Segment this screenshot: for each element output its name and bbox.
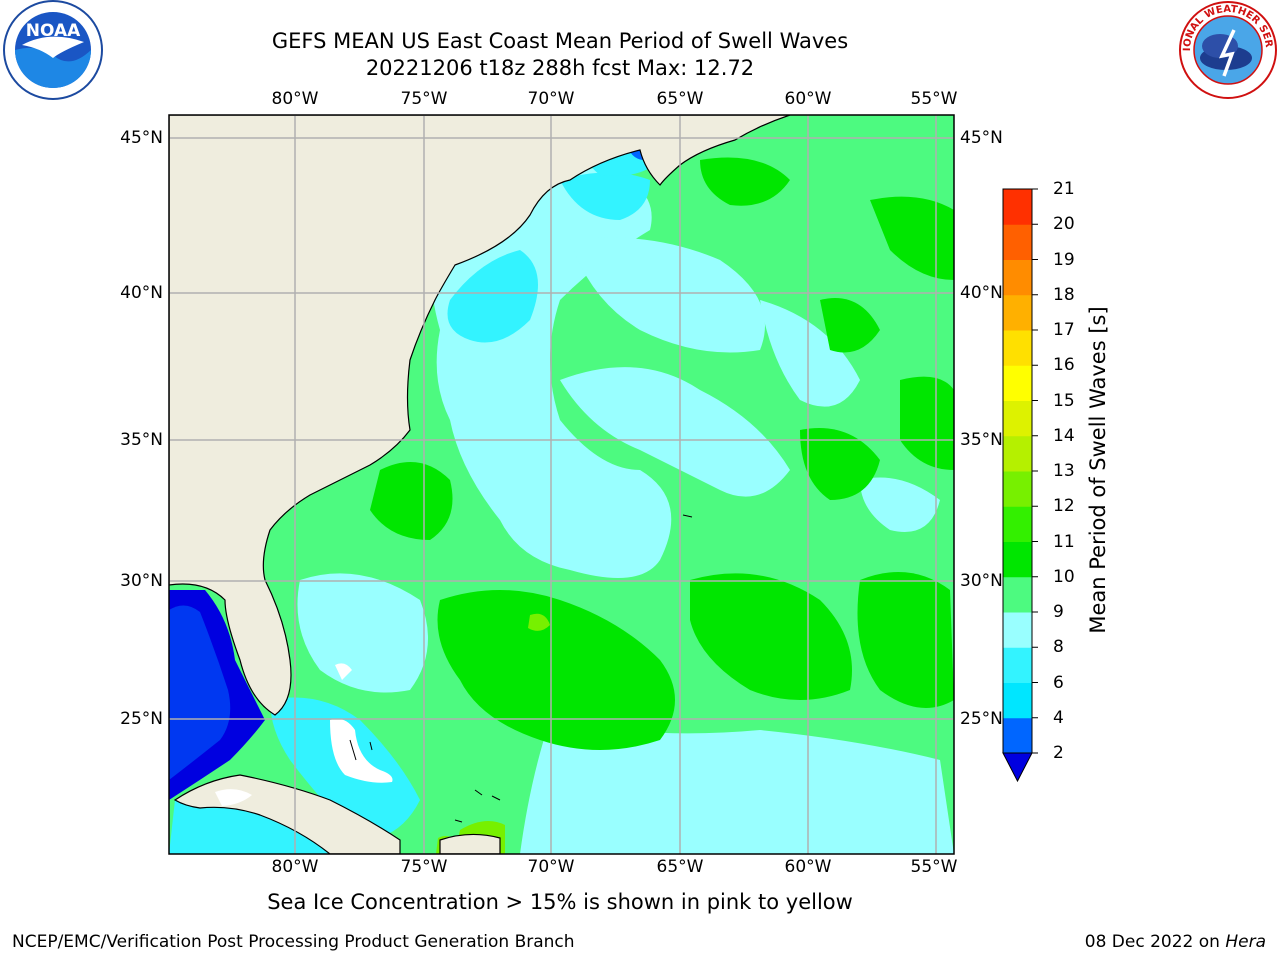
lat-label-right: 25°N [960, 709, 1003, 729]
lat-label-right: 40°N [960, 283, 1003, 303]
colorbar-band [1003, 400, 1032, 437]
lon-label-bottom: 60°W [784, 857, 832, 877]
sea-ice-note: Sea Ice Concentration > 15% is shown in … [267, 890, 853, 914]
hispaniola [439, 833, 501, 854]
no-data-region [215, 663, 393, 806]
lat-label-right: 30°N [960, 571, 1003, 591]
colorbar-label: Mean Period of Swell Waves [s] [1086, 306, 1110, 634]
colorbar-tick-label: 16 [1053, 355, 1075, 376]
colorbar-band [1003, 647, 1032, 683]
colorbar-tick-label: 11 [1053, 531, 1075, 552]
nws-logo: NATIONAL WEATHER SERVICE [1176, 0, 1277, 99]
colorbar-tick-label: 18 [1053, 284, 1075, 305]
colorbar-band [1003, 189, 1032, 225]
lon-label-bottom: 55°W [910, 857, 958, 877]
colorbar-tick-label: 19 [1053, 249, 1075, 270]
colorbar-band [1003, 294, 1032, 331]
colorbar-tick-label: 15 [1053, 390, 1075, 411]
colorbar-band [1003, 717, 1032, 754]
noaa-logo: NOAA [3, 0, 103, 100]
gulf-of-mexico-4-6-band [169, 605, 231, 780]
colorbar-tick-label: 13 [1053, 461, 1075, 481]
colorbar-band [1003, 435, 1032, 472]
colorbar-band [1003, 612, 1032, 648]
host-name: Hera [1225, 932, 1266, 952]
run-date: 08 Dec 2022 on Hera [1085, 932, 1266, 952]
lon-label-top: 80°W [271, 89, 319, 109]
colorbar-tick-label: 17 [1053, 320, 1075, 340]
colorbar-band [1003, 506, 1032, 542]
colorbar-band [1003, 682, 1032, 719]
colorbar-tick-label: 20 [1053, 214, 1075, 235]
lon-label-bottom: 75°W [400, 857, 448, 877]
colorbar-tick-label: 10 [1053, 566, 1075, 587]
colorbar-segments [1002, 189, 1033, 783]
svg-text:NOAA: NOAA [26, 21, 81, 41]
lat-label-right: 45°N [960, 128, 1003, 148]
colorbar-tick-label: 8 [1053, 637, 1064, 658]
map-frame [168, 114, 955, 855]
lat-label-left: 30°N [120, 571, 163, 591]
chart-title: GEFS MEAN US East Coast Mean Period of S… [271, 29, 849, 53]
colorbar-tick-label: 9 [1053, 602, 1064, 622]
run-date-text: 08 Dec 2022 on [1084, 932, 1226, 952]
islands [349, 514, 693, 823]
colorbar-band [1003, 576, 1032, 613]
colorbar-tick-label: 6 [1053, 672, 1064, 693]
lon-label-top: 70°W [527, 89, 575, 109]
lat-label-left: 25°N [120, 709, 163, 729]
colorbar-band [1003, 259, 1032, 296]
colorbar-band [1003, 224, 1032, 260]
colorbar-tick-label: 21 [1053, 179, 1075, 199]
lon-label-top: 60°W [784, 89, 832, 109]
chart-subtitle: 20221206 t18z 288h fcst Max: 12.72 [365, 56, 755, 80]
lat-label-left: 35°N [120, 430, 163, 450]
lon-label-bottom: 65°W [656, 857, 704, 877]
lat-label-left: 45°N [120, 128, 163, 148]
lon-label-bottom: 70°W [527, 857, 575, 877]
lon-label-bottom: 80°W [271, 857, 319, 877]
colorbar-tick-label: 4 [1053, 707, 1064, 728]
colorbar-tick-label: 12 [1053, 496, 1075, 517]
colorbar-band [1003, 541, 1032, 578]
colorbar-tick-label: 2 [1053, 743, 1064, 763]
graticule [169, 115, 954, 854]
lat-label-right: 35°N [960, 430, 1003, 450]
colorbar-band [1003, 471, 1032, 507]
lat-label-left: 40°N [120, 283, 163, 303]
producer-credit: NCEP/EMC/Verification Post Processing Pr… [12, 932, 575, 952]
lon-label-top: 75°W [400, 89, 448, 109]
lon-label-top: 55°W [910, 89, 958, 109]
colorbar-band [1003, 365, 1032, 401]
colorbar-under-extension [1002, 752, 1033, 783]
period-10-11-band [370, 157, 954, 750]
colorbar-band [1003, 330, 1032, 366]
colorbar-tick-marks [1032, 188, 1038, 754]
lon-label-top: 65°W [656, 89, 704, 109]
colorbar-tick-label: 14 [1053, 425, 1075, 446]
